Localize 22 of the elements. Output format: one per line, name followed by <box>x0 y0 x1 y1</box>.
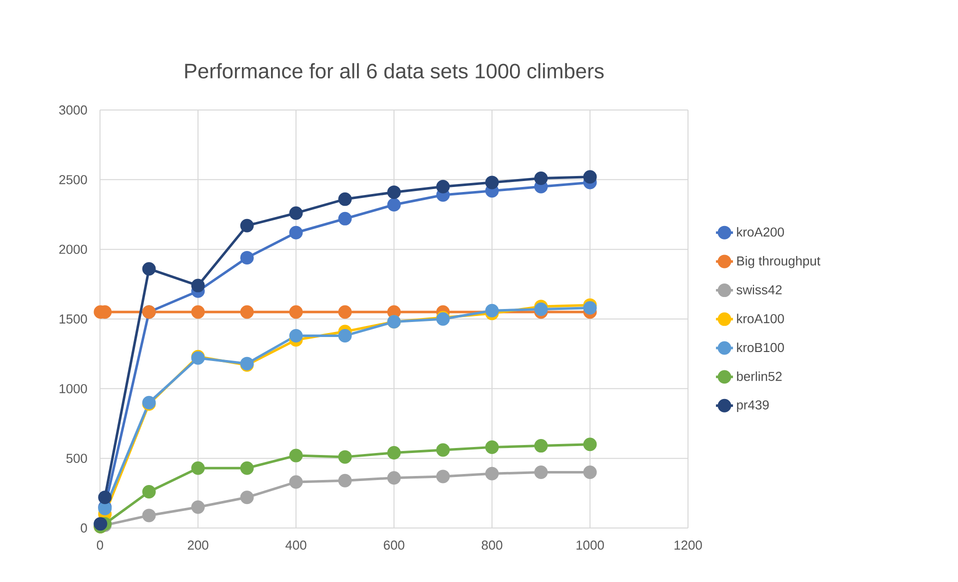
y-tick-label: 0 <box>80 523 87 533</box>
x-tick-label: 800 <box>482 540 502 550</box>
legend-label: kroB100 <box>737 342 784 352</box>
legend-label: berlin52 <box>737 371 782 381</box>
legend-label: swiss42 <box>736 284 782 294</box>
legend-label: Big throughput <box>737 256 820 268</box>
chart-title: Performance for all 6 data sets 1000 climbers <box>185 63 604 78</box>
y-tick-label: 2500 <box>59 175 87 184</box>
legend-label: kroA100 <box>737 314 784 324</box>
x-tick-label: 400 <box>285 540 306 550</box>
y-tick-label: 2000 <box>59 244 87 254</box>
x-tick-label: 1200 <box>674 540 702 550</box>
legend-label: kroA200 <box>737 227 784 237</box>
x-tick-label: 0 <box>96 540 104 550</box>
y-tick-label: 1500 <box>60 314 87 324</box>
y-tick-label: 3000 <box>59 105 87 115</box>
x-tick-label: 1000 <box>576 540 604 550</box>
y-tick-label: 500 <box>66 454 87 463</box>
x-tick-label: 600 <box>384 540 404 550</box>
legend-label: pr439 <box>737 400 769 412</box>
x-tick-label: 200 <box>188 540 208 550</box>
y-tick-label: 1000 <box>60 384 87 394</box>
